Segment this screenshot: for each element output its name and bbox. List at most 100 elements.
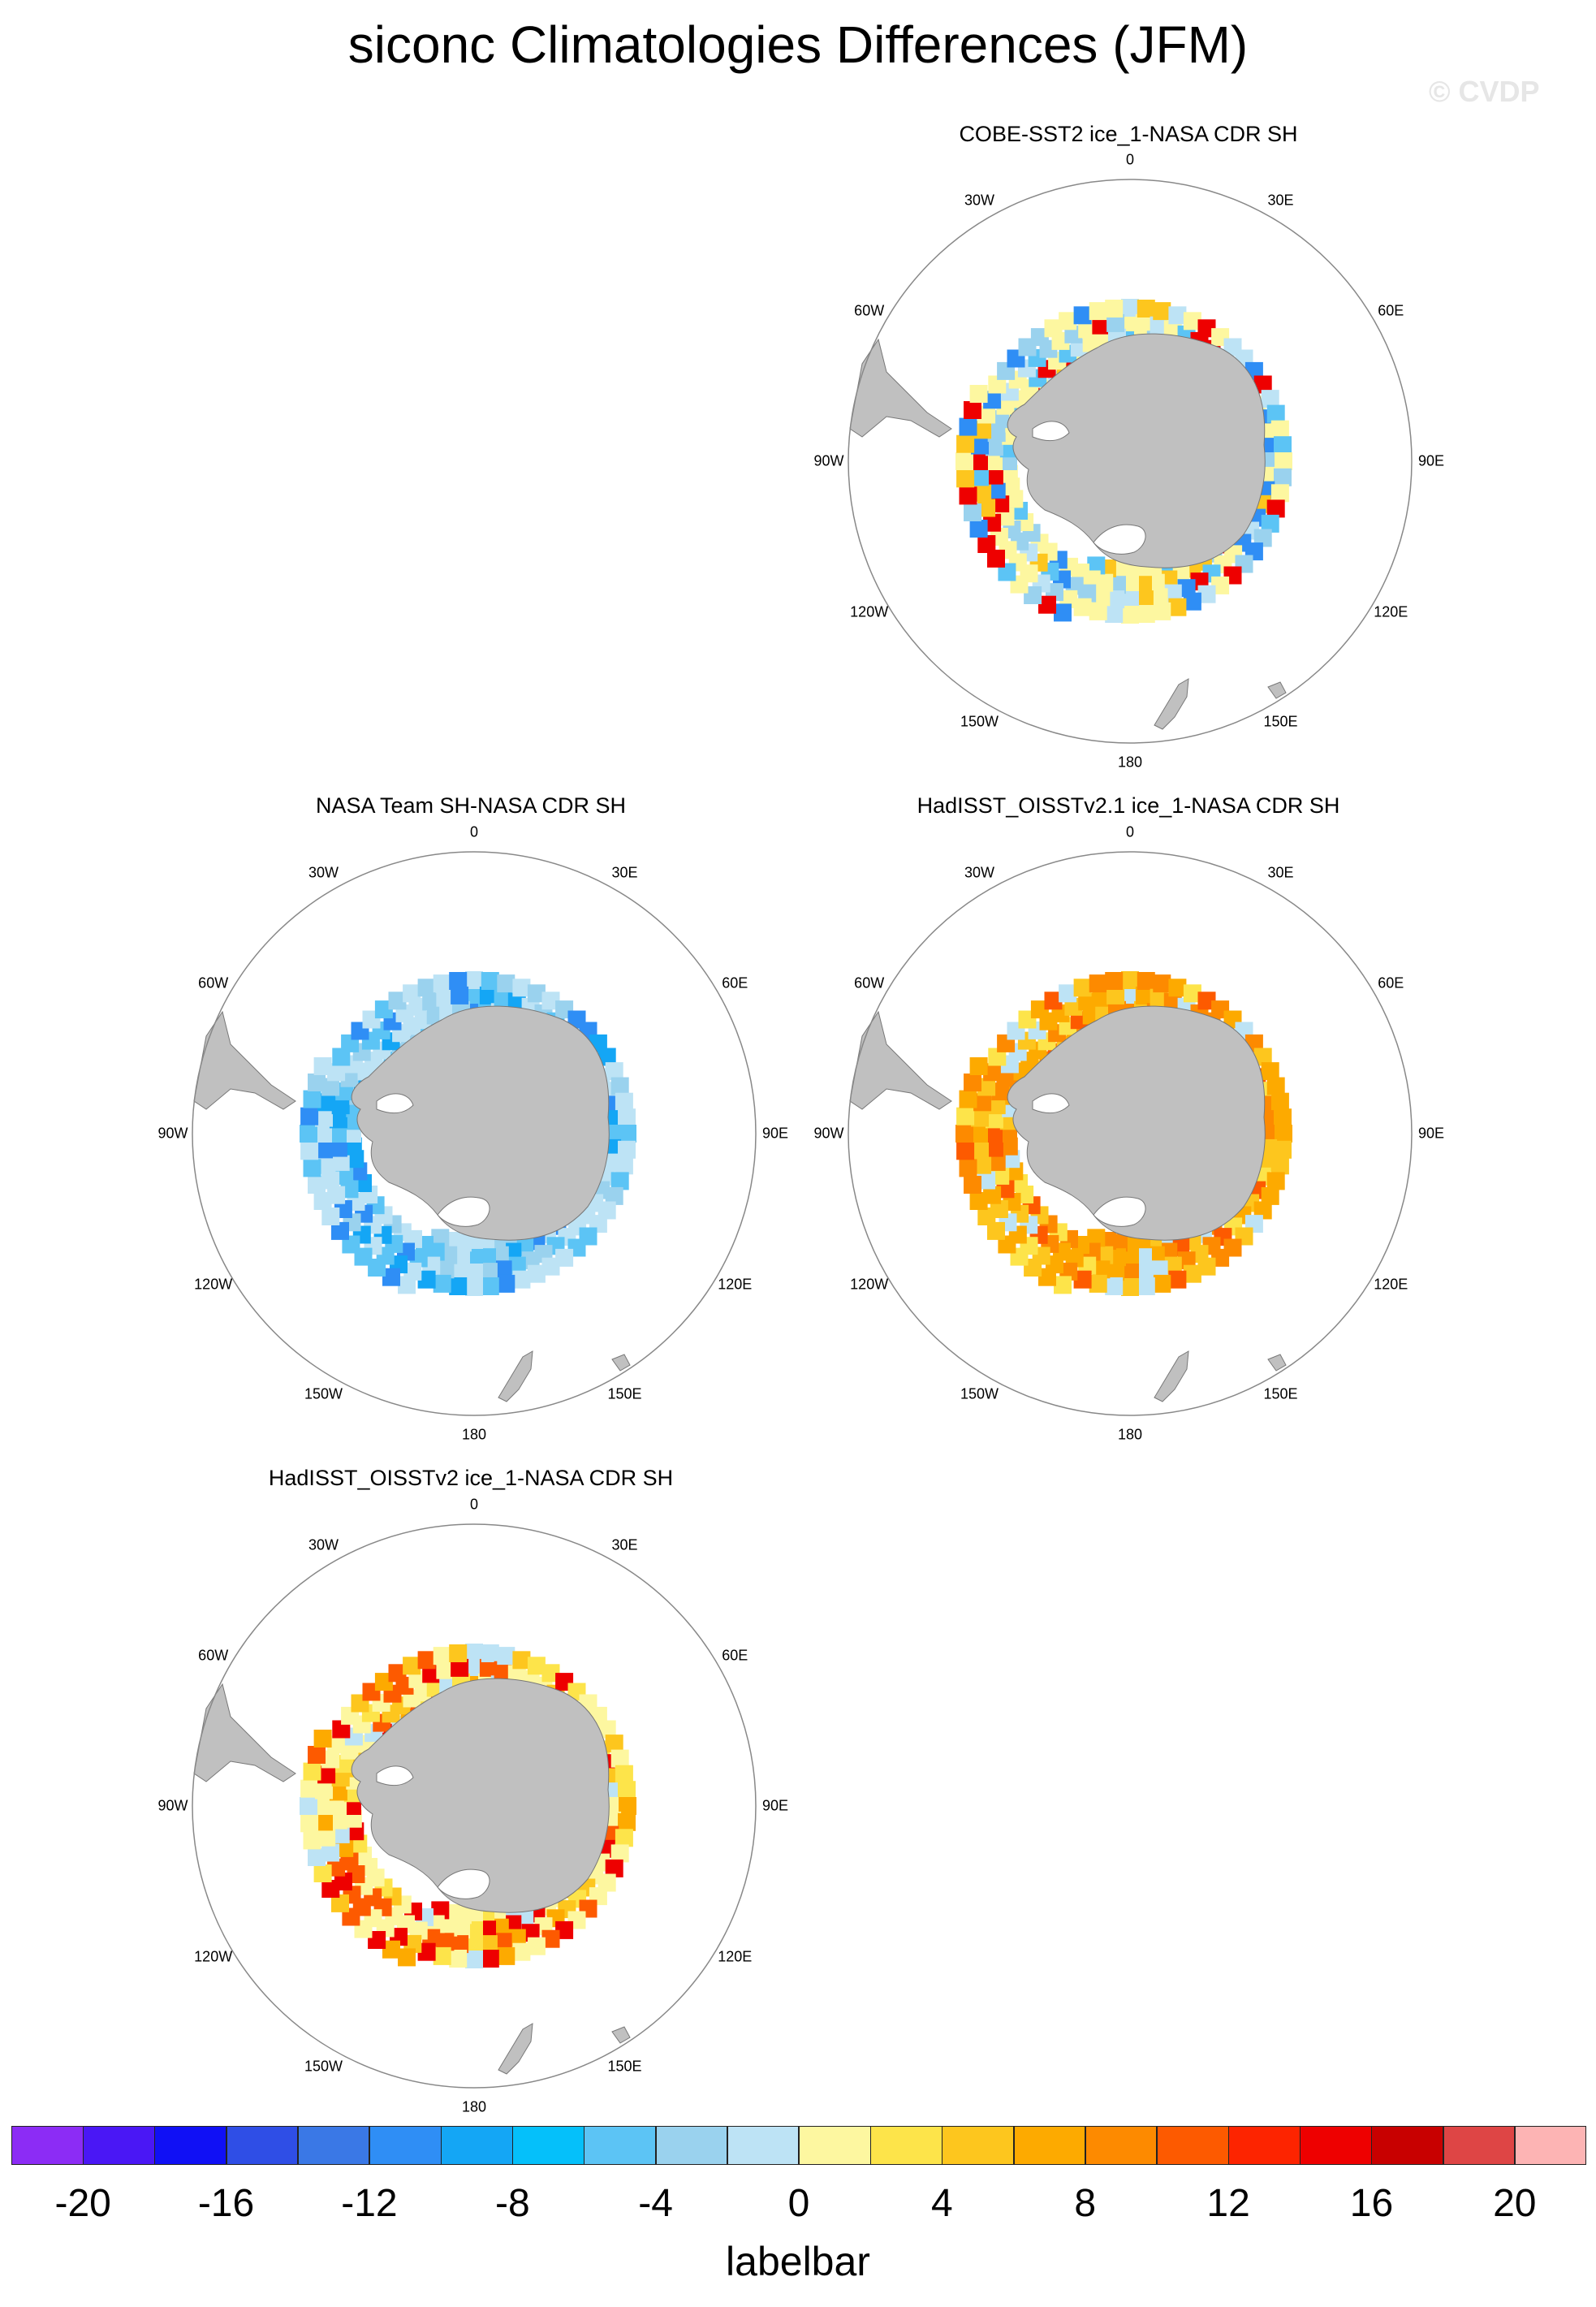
labelbar-box — [297, 2126, 370, 2165]
longitude-label: 30E — [1267, 864, 1294, 881]
longitude-label: 150E — [607, 2058, 642, 2075]
longitude-label: 0 — [1125, 823, 1135, 840]
weddell-shelf — [1032, 421, 1070, 442]
labelbar-tick-label: 4 — [931, 2182, 953, 2225]
south-america — [193, 1010, 296, 1110]
labelbar-box — [1300, 2126, 1372, 2165]
labelbar-tick-label: -12 — [341, 2182, 398, 2225]
panel-title-hadisst-oisstv21: HadISST_OISSTv2.1 ice_1-NASA CDR SH — [917, 793, 1340, 818]
map-hadisst-oisstv2 — [192, 1523, 757, 2089]
labelbar-box — [11, 2126, 84, 2165]
labelbar-box — [83, 2126, 155, 2165]
longitude-label: 30W — [308, 864, 339, 881]
labelbar-box — [655, 2126, 728, 2165]
longitude-label: 90W — [813, 1125, 844, 1142]
labelbar-box — [799, 2126, 871, 2165]
new-zealand — [1154, 678, 1189, 730]
land-masses — [193, 1005, 631, 1402]
longitude-label: 180 — [461, 1426, 487, 1443]
longitude-label: 90W — [157, 1797, 188, 1814]
labelbar-box — [942, 2126, 1015, 2165]
longitude-label: 90W — [157, 1125, 188, 1142]
labelbar — [11, 2126, 1587, 2165]
longitude-label: 60E — [722, 974, 748, 991]
longitude-label: 150E — [607, 1385, 642, 1402]
longitude-label: 120E — [1374, 1276, 1408, 1292]
longitude-label: 120W — [850, 603, 889, 620]
antarctica — [351, 1678, 610, 1913]
longitude-label: 180 — [1117, 1426, 1143, 1443]
longitude-label: 30E — [611, 1536, 638, 1553]
longitude-label: 0 — [1125, 151, 1135, 168]
longitude-label: 150W — [304, 2058, 343, 2075]
longitude-label: 150E — [1263, 1385, 1298, 1402]
polar-frame — [192, 851, 757, 1416]
weddell-shelf — [1032, 1093, 1070, 1114]
labelbar-box — [1085, 2126, 1158, 2165]
longitude-label: 120E — [718, 1948, 753, 1964]
longitude-label: 0 — [469, 1496, 479, 1513]
labelbar-title: labelbar — [726, 2239, 870, 2284]
ross-ice-shelf — [437, 1196, 490, 1227]
new-zealand — [1154, 1350, 1189, 1402]
longitude-label: 150W — [960, 713, 999, 730]
panel-title-cobe: COBE-SST2 ice_1-NASA CDR SH — [959, 122, 1298, 146]
cvdp-watermark: © CVDP — [1429, 75, 1540, 108]
new-zealand — [498, 1350, 533, 1402]
labelbar-box — [154, 2126, 227, 2165]
map-hadisst-oisstv21 — [848, 851, 1413, 1416]
labelbar-tick-label: -16 — [197, 2182, 255, 2225]
longitude-label: 60W — [854, 302, 885, 318]
labelbar-box — [226, 2126, 299, 2165]
labelbar-box — [369, 2126, 442, 2165]
longitude-label: 60E — [1378, 974, 1404, 991]
longitude-label: 120E — [1374, 603, 1408, 620]
longitude-label: 120W — [194, 1948, 233, 1964]
ross-ice-shelf — [1093, 1196, 1146, 1227]
longitude-label: 120W — [850, 1276, 889, 1292]
labelbar-tick-label: 16 — [1349, 2182, 1394, 2225]
longitude-label: 90E — [761, 1125, 789, 1142]
new-zealand — [498, 2023, 533, 2075]
longitude-label: 60E — [722, 1647, 748, 1663]
antarctica — [351, 1005, 610, 1241]
longitude-label: 120W — [194, 1276, 233, 1292]
sea-ice-anomaly-field — [955, 971, 1292, 1296]
longitude-label: 120E — [718, 1276, 753, 1292]
labelbar-box — [1371, 2126, 1444, 2165]
south-america — [193, 1683, 296, 1782]
labelbar-tick-label: -8 — [494, 2182, 530, 2225]
longitude-label: 60W — [198, 1647, 229, 1663]
tasmania — [611, 2026, 631, 2044]
labelbar-box — [1514, 2126, 1587, 2165]
labelbar-box — [1156, 2126, 1229, 2165]
panel-title-nasa-team: NASA Team SH-NASA CDR SH — [315, 793, 627, 818]
labelbar-box — [870, 2126, 943, 2165]
longitude-label: 30W — [308, 1536, 339, 1553]
labelbar-box — [441, 2126, 513, 2165]
longitude-label: 180 — [461, 2098, 487, 2115]
south-america — [849, 338, 952, 438]
longitude-label: 180 — [1117, 754, 1143, 771]
longitude-label: 90E — [761, 1797, 789, 1814]
tasmania — [1267, 681, 1287, 699]
longitude-label: 60E — [1378, 302, 1404, 318]
map-cobe — [848, 179, 1413, 744]
longitude-label: 30W — [964, 192, 995, 209]
polar-frame — [848, 851, 1413, 1416]
labelbar-box — [1443, 2126, 1516, 2165]
longitude-label: 150W — [304, 1385, 343, 1402]
labelbar-box — [727, 2126, 800, 2165]
weddell-shelf — [376, 1093, 414, 1114]
weddell-shelf — [376, 1765, 414, 1786]
antarctica — [1007, 333, 1266, 568]
ross-ice-shelf — [1093, 524, 1146, 555]
longitude-label: 60W — [198, 974, 229, 991]
tasmania — [1267, 1354, 1287, 1372]
labelbar-box — [1228, 2126, 1301, 2165]
labelbar-tick-label: -20 — [54, 2182, 111, 2225]
labelbar-box — [512, 2126, 584, 2165]
longitude-label: 150E — [1263, 713, 1298, 730]
land-masses — [193, 1678, 631, 2075]
ross-ice-shelf — [437, 1868, 490, 1899]
